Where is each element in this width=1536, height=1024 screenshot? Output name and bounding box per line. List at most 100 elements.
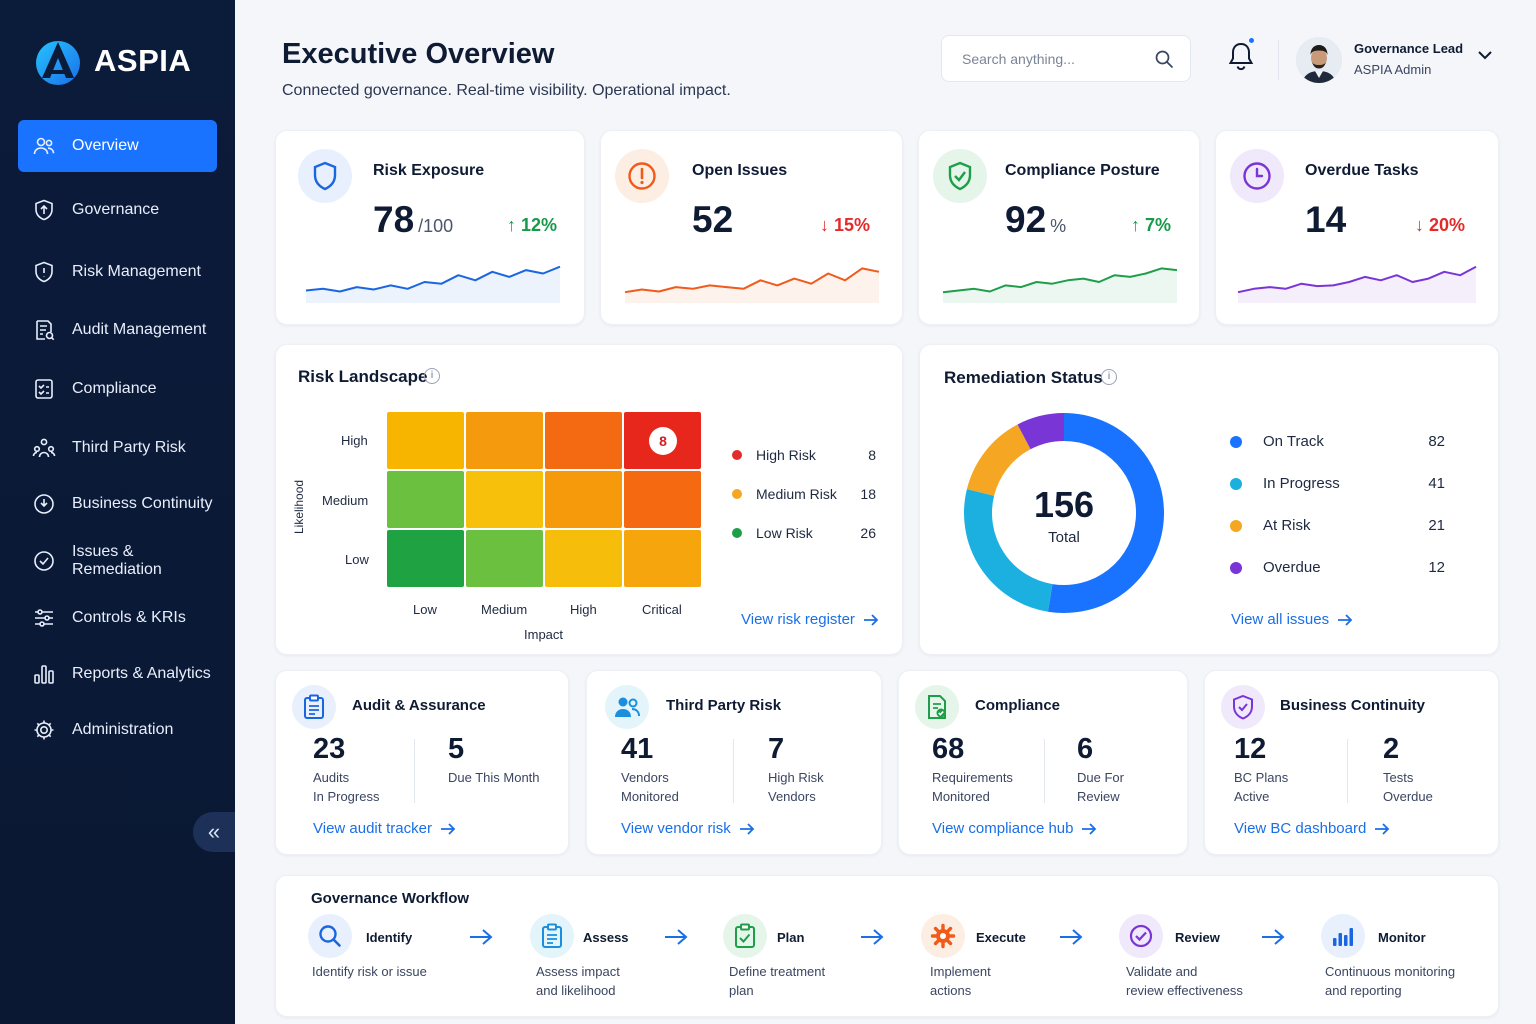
checklist-icon[interactable] bbox=[723, 914, 767, 958]
donut-total: 156 bbox=[1033, 484, 1095, 525]
module-card-audit[interactable]: Audit & Assurance 23 Audits In Progress 5… bbox=[275, 670, 569, 855]
heat-cell[interactable] bbox=[466, 530, 543, 587]
sidebar-item-risk-management[interactable]: Risk Management bbox=[18, 246, 217, 298]
sidebar-item-label: Reports & Analytics bbox=[72, 665, 211, 682]
legend-value: 41 bbox=[1428, 475, 1445, 492]
divider bbox=[733, 739, 734, 803]
sidebar-item-issues-remediation[interactable]: Issues & Remediation bbox=[18, 535, 217, 587]
legend-dot-medium bbox=[732, 489, 742, 499]
avatar[interactable] bbox=[1296, 37, 1342, 83]
alert-circle-icon bbox=[615, 149, 669, 203]
donut-segment[interactable] bbox=[966, 424, 1031, 497]
view-bc-dashboard-link[interactable]: View BC dashboard bbox=[1234, 820, 1390, 837]
sidebar-item-label: Controls & KRIs bbox=[72, 609, 186, 626]
sidebar-item-governance[interactable]: Governance bbox=[18, 184, 217, 236]
module-card-business-continuity[interactable]: Business Continuity 12 BC Plans Active 2 … bbox=[1204, 670, 1499, 855]
heat-cell[interactable] bbox=[545, 530, 622, 587]
search-input[interactable] bbox=[962, 50, 1142, 67]
chevron-down-icon[interactable] bbox=[1476, 46, 1494, 64]
workflow-step-title: Monitor bbox=[1378, 930, 1426, 945]
heat-cell[interactable] bbox=[624, 471, 701, 528]
workflow-step-desc: Define treatment plan bbox=[729, 964, 826, 998]
donut-segment[interactable] bbox=[1047, 413, 1164, 613]
sparkline-line bbox=[942, 267, 1178, 294]
gear-icon bbox=[32, 718, 56, 742]
workflow-step-desc: Implement actions bbox=[930, 964, 991, 998]
sidebar-item-label: Risk Management bbox=[72, 263, 201, 280]
arrow-right-icon bbox=[1060, 929, 1083, 945]
shield-check-icon bbox=[933, 149, 987, 203]
col-label-high: High bbox=[570, 602, 597, 617]
heat-cell[interactable] bbox=[545, 412, 622, 469]
legend-dot-low bbox=[732, 528, 742, 538]
donut-segment[interactable] bbox=[964, 489, 1053, 612]
heat-cell[interactable] bbox=[387, 471, 464, 528]
search-icon[interactable] bbox=[1154, 49, 1174, 69]
legend-value: 82 bbox=[1428, 433, 1445, 450]
bell-icon bbox=[1228, 42, 1254, 71]
sidebar-item-reports-analytics[interactable]: Reports & Analytics bbox=[18, 648, 217, 700]
sparkline-line bbox=[624, 267, 880, 294]
high-risk-count-badge[interactable]: 8 bbox=[649, 427, 677, 455]
bar-chart-icon[interactable] bbox=[1321, 914, 1365, 958]
module-title: Business Continuity bbox=[1280, 697, 1426, 714]
view-compliance-hub-link[interactable]: View compliance hub bbox=[932, 820, 1097, 837]
sidebar-item-compliance[interactable]: Compliance bbox=[18, 363, 217, 415]
heat-cell[interactable] bbox=[466, 471, 543, 528]
info-icon[interactable]: i bbox=[1101, 369, 1117, 385]
arrow-right-icon bbox=[861, 929, 884, 945]
sidebar-item-administration[interactable]: Administration bbox=[18, 704, 217, 756]
remediation-title: Remediation Status bbox=[944, 368, 1103, 387]
clipboard-icon[interactable] bbox=[530, 914, 574, 958]
arrow-right-icon bbox=[440, 822, 456, 835]
app-logo[interactable]: ASPIA bbox=[34, 36, 191, 86]
notifications-button[interactable] bbox=[1226, 36, 1258, 74]
heat-cell[interactable] bbox=[624, 530, 701, 587]
collapse-sidebar-button[interactable]: « bbox=[193, 812, 235, 852]
sidebar-item-audit-management[interactable]: Audit Management bbox=[18, 304, 217, 356]
shield-alert-icon bbox=[32, 260, 56, 284]
kpi-card-compliance-posture[interactable]: Compliance Posture 92% ↑ 7% bbox=[918, 130, 1200, 325]
heat-cell[interactable] bbox=[466, 412, 543, 469]
sidebar-item-third-party-risk[interactable]: Third Party Risk bbox=[18, 422, 217, 474]
module-card-compliance[interactable]: Compliance 68 Requirements Monitored 6 Du… bbox=[898, 670, 1188, 855]
kpi-change: ↑ 7% bbox=[1131, 215, 1172, 235]
legend-value: 21 bbox=[1428, 517, 1445, 534]
legend-label: High Risk bbox=[756, 447, 816, 463]
donut-segment[interactable] bbox=[1017, 413, 1065, 450]
kpi-card-risk-exposure[interactable]: Risk Exposure 78/100 ↑ 12% bbox=[275, 130, 585, 325]
view-all-issues-link[interactable]: View all issues bbox=[1231, 611, 1353, 628]
view-audit-tracker-link[interactable]: View audit tracker bbox=[313, 820, 456, 837]
legend-dot-overdue bbox=[1230, 562, 1242, 574]
remediation-donut bbox=[964, 413, 1164, 613]
search-icon[interactable] bbox=[308, 914, 352, 958]
sidebar-item-label: Governance bbox=[72, 201, 160, 218]
kpi-card-overdue-tasks[interactable]: Overdue Tasks 14 ↓ 20% bbox=[1215, 130, 1499, 325]
legend-label: Overdue bbox=[1263, 559, 1321, 576]
view-vendor-risk-link[interactable]: View vendor risk bbox=[621, 820, 755, 837]
sidebar-item-controls-kris[interactable]: Controls & KRIs bbox=[18, 592, 217, 644]
row-label-high: High bbox=[341, 433, 368, 448]
workflow-step-title: Identify bbox=[366, 930, 413, 945]
sidebar-item-business-continuity[interactable]: Business Continuity bbox=[18, 478, 217, 530]
sidebar-item-label: Audit Management bbox=[72, 321, 207, 338]
info-icon[interactable]: i bbox=[424, 368, 440, 384]
heat-cell[interactable] bbox=[545, 471, 622, 528]
module-number: 7 bbox=[768, 733, 785, 765]
sidebar-item-label: Business Continuity bbox=[72, 495, 213, 512]
check-circle-icon[interactable] bbox=[1119, 914, 1163, 958]
col-label-critical: Critical bbox=[642, 602, 682, 617]
heat-cell[interactable] bbox=[387, 530, 464, 587]
kpi-card-open-issues[interactable]: Open Issues 52 ↓ 15% bbox=[600, 130, 903, 325]
module-card-third-party[interactable]: Third Party Risk 41 Vendors Monitored 7 H… bbox=[586, 670, 882, 855]
search-box[interactable] bbox=[941, 35, 1191, 82]
bar-chart-icon bbox=[32, 662, 56, 686]
heat-cell[interactable] bbox=[387, 412, 464, 469]
sidebar-item-label: Administration bbox=[72, 721, 174, 738]
view-risk-register-link[interactable]: View risk register bbox=[741, 611, 879, 628]
legend-label: On Track bbox=[1263, 433, 1324, 450]
sidebar-item-label: Issues & Remediation bbox=[72, 543, 162, 578]
gear-icon[interactable] bbox=[921, 914, 965, 958]
sidebar-item-overview[interactable]: Overview bbox=[18, 120, 217, 172]
sparkline-line bbox=[1237, 265, 1477, 294]
